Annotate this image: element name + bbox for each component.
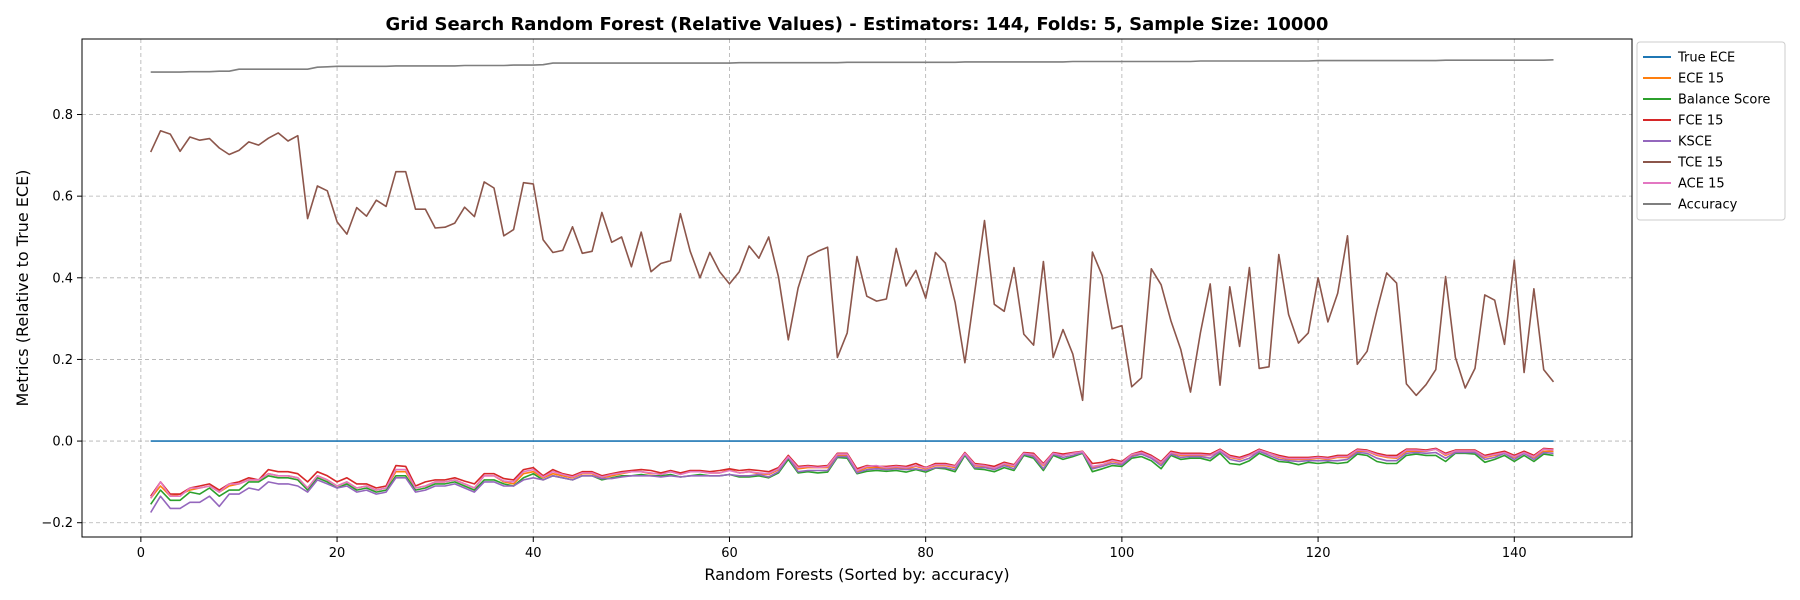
y-tick-label: 0.0 xyxy=(52,435,73,450)
plot-frame xyxy=(81,38,1633,538)
chart-title: Grid Search Random Forest (Relative Valu… xyxy=(386,14,1329,35)
x-tick-label: 140 xyxy=(1502,546,1527,561)
legend-label: KSCE xyxy=(1678,135,1712,150)
series-line-ace-15 xyxy=(150,448,1554,499)
x-axis-ticks: 0 20 40 60 80 100 120 140 xyxy=(137,537,1527,561)
legend-label: TCE 15 xyxy=(1677,156,1723,171)
legend-label: ECE 15 xyxy=(1678,72,1724,87)
y-axis-label: Metrics (Relative to True ECE) xyxy=(13,170,32,407)
x-tick-label: 60 xyxy=(721,546,738,561)
x-axis-label: Random Forests (Sorted by: accuracy) xyxy=(704,565,1009,584)
series-line-tce-15 xyxy=(149,130,1555,402)
y-tick-label: 0.8 xyxy=(52,108,73,123)
x-tick-label: 80 xyxy=(917,546,934,561)
x-tick-label: 120 xyxy=(1306,546,1331,561)
x-tick-label: 100 xyxy=(1109,546,1134,561)
legend-label: Accuracy xyxy=(1678,198,1738,213)
legend-label: True ECE xyxy=(1677,51,1735,66)
x-tick-label: 40 xyxy=(525,546,542,561)
y-axis-ticks: −0.2 0.0 0.2 0.4 0.6 0.8 xyxy=(41,108,82,531)
y-tick-label: −0.2 xyxy=(41,516,73,531)
series-line-accuracy xyxy=(150,59,1554,73)
legend: True ECE ECE 15 Balance Score FCE 15 KSCE TCE… xyxy=(1636,41,1786,221)
y-tick-label: 0.6 xyxy=(52,190,73,205)
series-line-ksce xyxy=(150,450,1554,513)
legend-label: Balance Score xyxy=(1678,93,1770,108)
legend-box xyxy=(1636,41,1786,221)
y-tick-label: 0.2 xyxy=(52,353,73,368)
y-tick-label: 0.4 xyxy=(52,271,73,286)
legend-label: FCE 15 xyxy=(1678,114,1723,129)
legend-label: ACE 15 xyxy=(1678,177,1725,192)
x-tick-label: 20 xyxy=(329,546,346,561)
x-tick-label: 0 xyxy=(137,546,145,561)
series-lines xyxy=(149,59,1555,513)
